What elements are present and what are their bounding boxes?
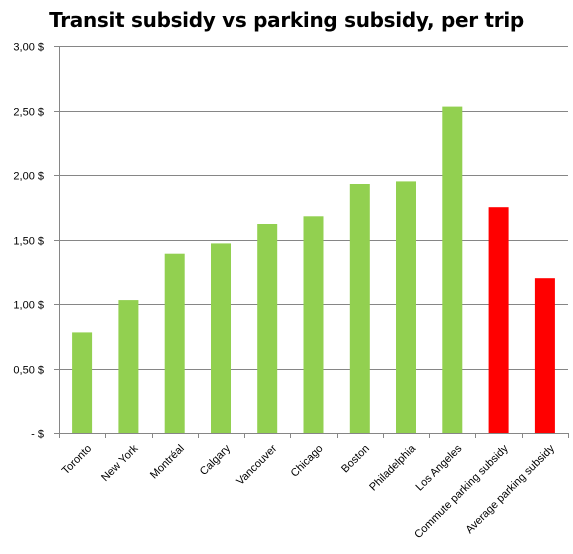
- bar-6: [349, 184, 370, 433]
- bar-5: [303, 216, 324, 433]
- bar-4: [257, 224, 278, 433]
- bar-8: [442, 106, 463, 433]
- x-tick-label: Vancouver: [234, 442, 279, 487]
- bar-7: [396, 181, 416, 433]
- y-tick-labels: - $ 0,50 $ 1,00 $ 1,50 $ 2,00 $ 2,50 $ 3,00 $: [13, 42, 44, 441]
- x-tick-label: Commute parking subsidy: [412, 442, 511, 541]
- bar-3: [211, 243, 231, 433]
- x-tick-label: New York: [99, 442, 141, 484]
- bar-0: [72, 332, 93, 433]
- bar-10: [534, 278, 555, 433]
- x-tick-labels: Toronto New York Montréal Calgary Vancouver C…: [60, 442, 558, 541]
- x-tick-label: Calgary: [198, 442, 234, 478]
- chart-title: Transit subsidy vs parking subsidy, per …: [49, 8, 524, 32]
- x-tick-label: Toronto: [60, 443, 94, 477]
- y-tick-label: 3,00 $: [13, 42, 44, 54]
- x-tick-label: Boston: [339, 443, 372, 476]
- axes: [54, 46, 569, 438]
- x-tick-label: Los Angeles: [414, 442, 465, 493]
- y-tick-label: 1,50 $: [13, 236, 44, 248]
- bar-1: [118, 300, 139, 433]
- bar-9: [488, 207, 509, 433]
- x-tick-label: Average parking subsidy: [463, 442, 557, 536]
- y-tick-label: 2,50 $: [13, 107, 44, 119]
- bar-2: [164, 253, 185, 433]
- y-tick-label: 2,00 $: [13, 171, 44, 183]
- x-tick-label: Philadelphia: [367, 442, 418, 493]
- x-tick-label: Montréal: [148, 443, 187, 482]
- y-tick-label: 0,50 $: [13, 365, 44, 377]
- x-tick-label: Chicago: [289, 443, 326, 480]
- y-tick-label: 1,00 $: [13, 300, 44, 312]
- y-tick-label: - $: [31, 429, 44, 441]
- bars: [72, 106, 555, 433]
